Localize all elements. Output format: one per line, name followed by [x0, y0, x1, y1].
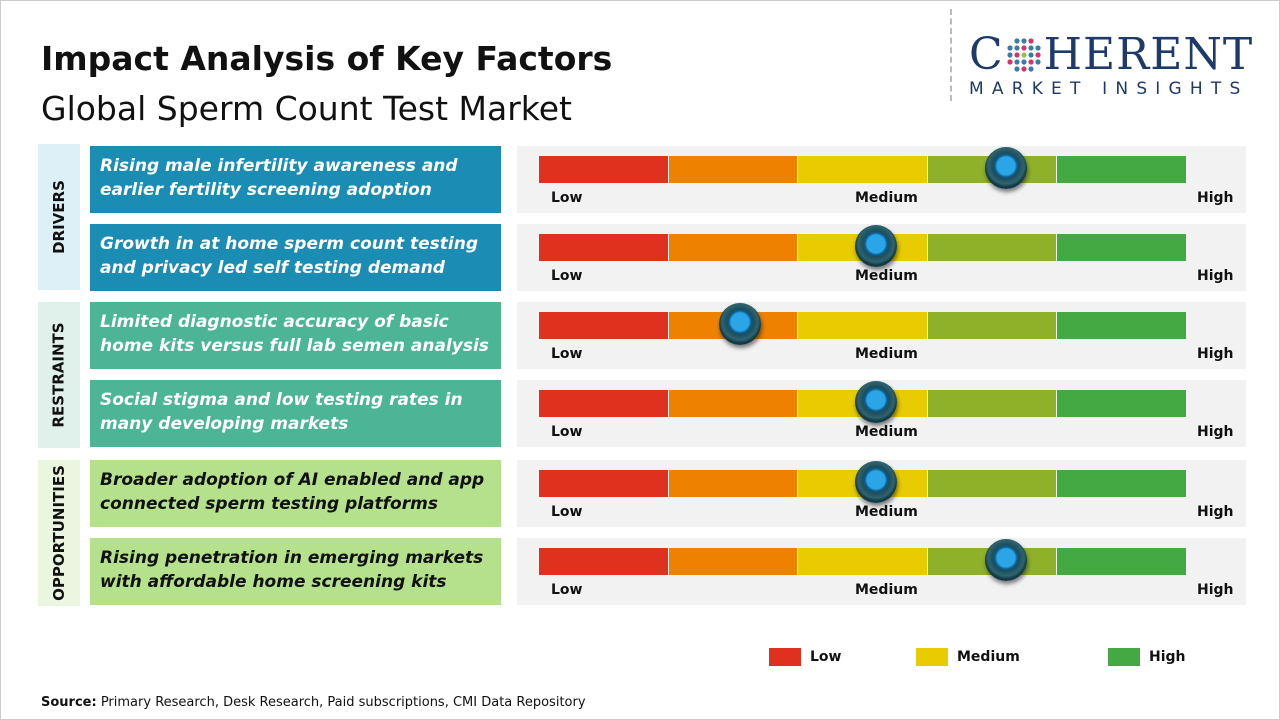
- scale-label-high: High: [1197, 190, 1234, 206]
- impact-gauge: Low Medium High: [517, 302, 1246, 369]
- impact-gauge: Low Medium High: [517, 380, 1246, 447]
- scale-label-medium: Medium: [855, 190, 918, 206]
- gauge-segment: [539, 470, 668, 497]
- gauge-segment: [668, 470, 798, 497]
- impact-gauge: Low Medium High: [517, 538, 1246, 605]
- impact-gauge: Low Medium High: [517, 146, 1246, 213]
- scale-label-high: High: [1197, 268, 1234, 284]
- impact-marker: [854, 381, 897, 423]
- gauge-segment: [927, 390, 1057, 417]
- factor-label: Rising penetration in emerging markets w…: [90, 538, 501, 605]
- scale-label-medium: Medium: [855, 268, 918, 284]
- gauge-segment: [1057, 470, 1186, 497]
- impact-gauge: Low Medium High: [517, 460, 1246, 527]
- scale-label-high: High: [1197, 424, 1234, 440]
- impact-marker: [854, 461, 897, 503]
- gauge-segment: [668, 390, 798, 417]
- gauge-segment: [668, 548, 798, 575]
- impact-marker: [718, 303, 761, 345]
- scale-label-medium: Medium: [855, 424, 918, 440]
- factor-label: Limited diagnostic accuracy of basic hom…: [90, 302, 501, 369]
- legend-item: Low: [769, 648, 841, 666]
- scale-label-high: High: [1197, 346, 1234, 362]
- scale-label-high: High: [1197, 504, 1234, 520]
- scale-label-low: Low: [551, 268, 583, 284]
- impact-gauge: Low Medium High: [517, 224, 1246, 291]
- legend-swatch: [1108, 648, 1140, 666]
- gauge-segment: [1057, 156, 1186, 183]
- factor-label: Growth in at home sperm count testing an…: [90, 224, 501, 291]
- globe-icon: [1007, 38, 1041, 72]
- gauge-segment: [1057, 390, 1186, 417]
- gauge-segment: [1057, 312, 1186, 339]
- gauge-segment: [927, 470, 1057, 497]
- impact-marker: [984, 147, 1027, 189]
- scale-label-low: Low: [551, 582, 583, 598]
- gauge-segment: [1057, 234, 1186, 261]
- gauge-segment: [927, 312, 1057, 339]
- source-note: Source: Primary Research, Desk Research,…: [41, 695, 586, 710]
- gauge-segment: [798, 548, 927, 575]
- page-subtitle: Global Sperm Count Test Market: [41, 89, 572, 128]
- legend-item: Medium: [916, 648, 1020, 666]
- category-drivers: DRIVERS: [38, 144, 80, 290]
- scale-label-medium: Medium: [855, 582, 918, 598]
- gauge-segment: [927, 234, 1057, 261]
- scale-label-low: Low: [551, 190, 583, 206]
- gauge-segment: [668, 156, 798, 183]
- gauge-segment: [1057, 548, 1186, 575]
- logo: C HERENT MARKET INSIGHTS: [969, 29, 1254, 100]
- legend-swatch: [916, 648, 948, 666]
- legend-item: High: [1108, 648, 1186, 666]
- impact-marker: [854, 225, 897, 267]
- scale-label-low: Low: [551, 346, 583, 362]
- scale-label-medium: Medium: [855, 346, 918, 362]
- scale-label-low: Low: [551, 424, 583, 440]
- gauge-segment: [539, 312, 668, 339]
- gauge-segment: [668, 234, 798, 261]
- gauge-segment: [539, 548, 668, 575]
- divider: [950, 9, 952, 101]
- factor-label: Rising male infertility awareness and ea…: [90, 146, 501, 213]
- gauge-segment: [798, 156, 927, 183]
- gauge-segment: [539, 390, 668, 417]
- gauge-segment: [798, 312, 927, 339]
- scale-label-low: Low: [551, 504, 583, 520]
- scale-label-medium: Medium: [855, 504, 918, 520]
- scale-label-high: High: [1197, 582, 1234, 598]
- category-opportunities: OPPORTUNITIES: [38, 460, 80, 606]
- impact-marker: [984, 539, 1027, 581]
- legend-swatch: [769, 648, 801, 666]
- factor-label: Social stigma and low testing rates in m…: [90, 380, 501, 447]
- factor-label: Broader adoption of AI enabled and app c…: [90, 460, 501, 527]
- category-restraints: RESTRAINTS: [38, 302, 80, 448]
- page-title: Impact Analysis of Key Factors: [41, 39, 613, 78]
- gauge-segment: [539, 234, 668, 261]
- gauge-segment: [539, 156, 668, 183]
